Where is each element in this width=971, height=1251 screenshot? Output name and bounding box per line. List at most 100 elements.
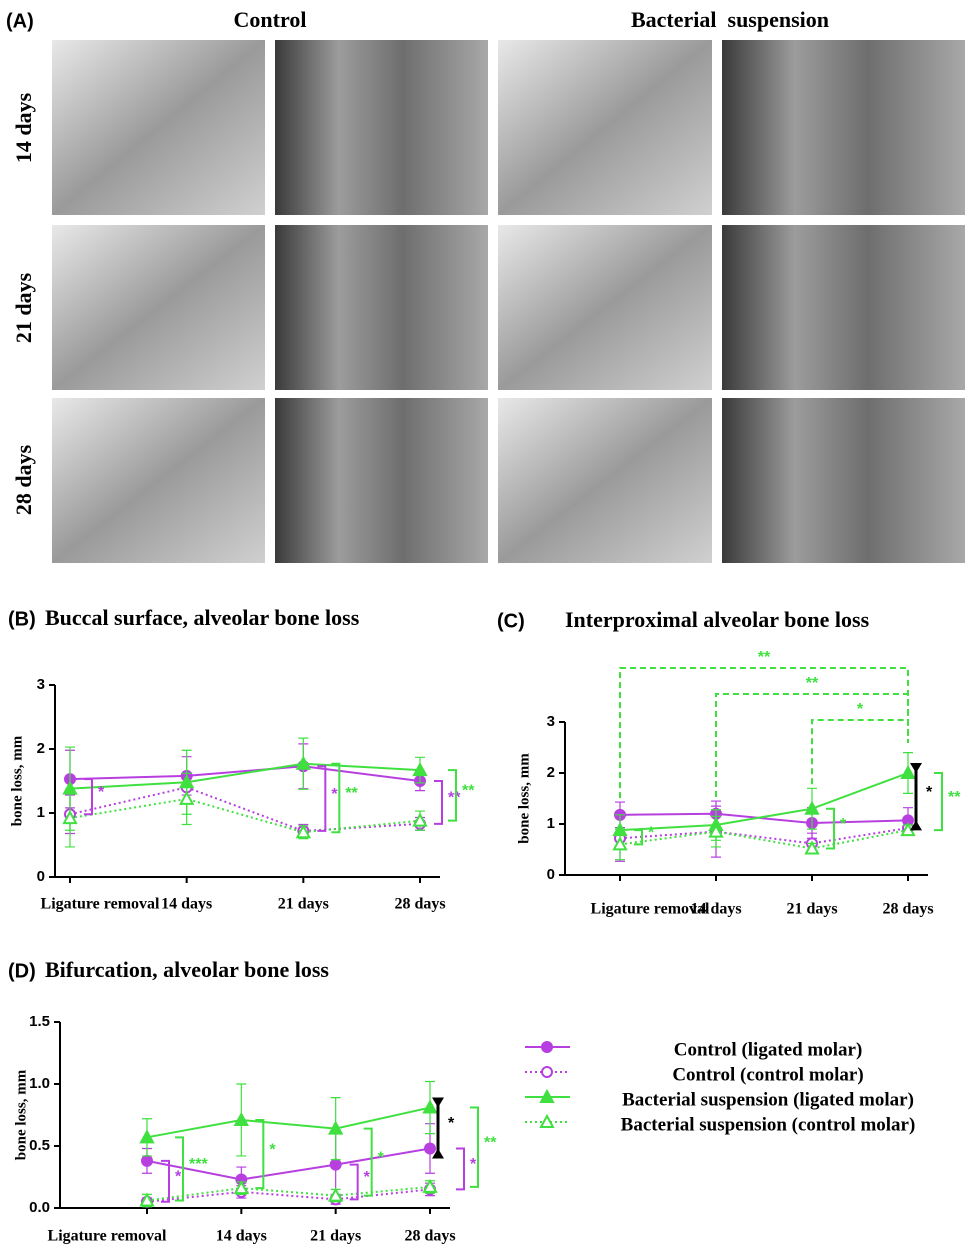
- y-tick-label: 1: [547, 815, 555, 832]
- x-tick-label: 28 days: [404, 1228, 455, 1245]
- chart-title: Buccal surface, alveolar bone loss: [45, 605, 360, 630]
- significance: *: [331, 786, 338, 803]
- x-tick-label: 28 days: [882, 901, 933, 918]
- bracket: [175, 1136, 184, 1202]
- series-line: [619, 812, 909, 824]
- chart-title: Interproximal alveolar bone loss: [565, 607, 870, 632]
- legend-marker: [541, 1066, 553, 1078]
- legend-label: Bacterial suspension (ligated molar): [622, 1089, 914, 1110]
- significance: **: [345, 785, 358, 802]
- x-tick-label: 28 days: [394, 896, 445, 913]
- y-tick-label: 0: [37, 868, 45, 885]
- point: [233, 1180, 250, 1195]
- legend-marker: [541, 1041, 553, 1053]
- panel-a-images: [52, 40, 965, 563]
- point: [804, 800, 820, 815]
- significance: **: [948, 789, 961, 806]
- image: [498, 40, 712, 215]
- bracket: [470, 1106, 479, 1188]
- point: [139, 1192, 155, 1207]
- significance: *: [378, 1149, 385, 1166]
- series-line: [146, 1188, 431, 1203]
- significance: *: [840, 816, 847, 833]
- bracket: [826, 807, 835, 850]
- series-line: [619, 827, 909, 845]
- significance: *: [175, 1169, 182, 1186]
- bracket: [456, 1147, 465, 1191]
- y-axis-label: bone loss, mm: [9, 735, 25, 826]
- point: [295, 824, 312, 839]
- y-tick-label: 2: [37, 740, 45, 757]
- image: [498, 398, 712, 563]
- x-tick-label: Ligature removal: [591, 901, 711, 918]
- point: [412, 762, 428, 777]
- significance: **: [806, 675, 819, 692]
- y-tick-label: 0.5: [29, 1137, 50, 1154]
- point: [422, 1178, 438, 1193]
- series-line: [69, 797, 421, 834]
- y-tick-label: 0: [547, 866, 555, 883]
- y-tick-label: 3: [37, 676, 45, 693]
- point: [139, 1129, 155, 1144]
- image: [52, 40, 265, 215]
- x-tick-label: 21 days: [278, 896, 329, 913]
- chart: (B) Buccal surface, alveolar bone loss bon…: [8, 605, 475, 913]
- bracket: [934, 772, 943, 832]
- point: [422, 1099, 438, 1114]
- significance: *: [857, 701, 864, 718]
- point: [900, 764, 916, 779]
- image: [722, 225, 965, 390]
- series-line: [69, 786, 421, 832]
- point: [612, 836, 628, 851]
- significance: ***: [189, 1156, 208, 1173]
- x-tick-label: 14 days: [216, 1228, 267, 1245]
- significance: **: [448, 790, 461, 807]
- x-tick-label: Ligature removal: [48, 1228, 168, 1245]
- image: [52, 398, 265, 563]
- comparison-bracket: [619, 667, 909, 799]
- point: [424, 1142, 436, 1155]
- bracket: [434, 780, 443, 825]
- point: [295, 755, 312, 770]
- image: [52, 225, 265, 390]
- bracket: [349, 1163, 359, 1201]
- panel-label: (D): [8, 960, 36, 982]
- significance: **: [758, 649, 771, 666]
- significance: *: [470, 1156, 477, 1173]
- significance: *: [269, 1141, 276, 1158]
- bracket: [363, 1127, 373, 1197]
- legend-marker: [539, 1113, 555, 1128]
- row-label: 14 days: [11, 92, 36, 163]
- legend-label: Control (control molar): [672, 1064, 863, 1085]
- bracket: [448, 769, 457, 822]
- y-tick-label: 1.0: [29, 1075, 50, 1092]
- point: [141, 1154, 153, 1167]
- chart-title: Bifurcation, alveolar bone loss: [45, 957, 329, 982]
- image: [275, 398, 488, 563]
- significance: *: [648, 824, 655, 841]
- image: [275, 225, 488, 390]
- chart: (C) Interproximal alveolar bone loss bone …: [497, 607, 961, 918]
- series-line: [69, 762, 421, 790]
- x-tick-label: 21 days: [310, 1228, 361, 1245]
- bracket: [331, 762, 341, 834]
- bracket: [255, 1118, 265, 1190]
- comparison-bracket: [811, 719, 909, 785]
- x-tick-label: 14 days: [690, 901, 741, 918]
- bracket: [84, 778, 93, 816]
- comparison-bracket: [715, 693, 909, 798]
- significance: *: [364, 1169, 371, 1186]
- y-tick-label: 1.5: [29, 1013, 50, 1030]
- column-label: Control: [234, 7, 307, 32]
- point: [327, 1120, 344, 1135]
- point: [327, 1187, 344, 1202]
- series-line: [146, 1147, 431, 1181]
- point: [329, 1158, 342, 1171]
- arrow-head: [910, 820, 922, 831]
- arrow-head: [910, 763, 922, 773]
- row-label: 28 days: [11, 444, 36, 515]
- arrow-head: [432, 1148, 444, 1159]
- bracket: [634, 829, 643, 846]
- significance: *: [448, 1115, 455, 1132]
